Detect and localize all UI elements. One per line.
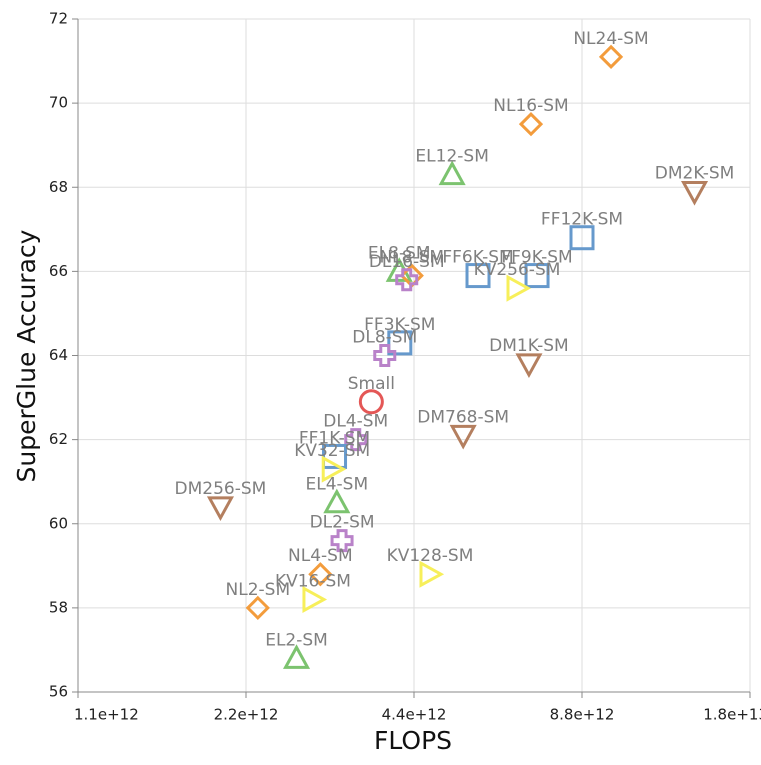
y-tick-label: 72 bbox=[49, 10, 68, 28]
point-label: DL8-SM bbox=[352, 328, 417, 348]
point bbox=[206, 496, 235, 522]
point bbox=[569, 225, 595, 251]
x-tick-label: 1.8e+13 bbox=[703, 706, 761, 724]
point bbox=[438, 160, 466, 186]
point bbox=[680, 180, 709, 206]
point bbox=[465, 263, 491, 289]
point-label: DM2K-SM bbox=[655, 163, 735, 183]
x-tick-label: 2.2e+12 bbox=[214, 706, 279, 724]
point-label: Small bbox=[348, 374, 395, 394]
point bbox=[419, 560, 445, 588]
point bbox=[518, 112, 544, 137]
point-label: FF3K-SM bbox=[364, 315, 435, 335]
point bbox=[387, 330, 413, 356]
y-tick-label: 58 bbox=[49, 598, 68, 616]
point-label: EL2-SM bbox=[265, 630, 328, 650]
point bbox=[321, 455, 347, 483]
point-label: EL12-SM bbox=[415, 147, 488, 167]
y-tick-label: 68 bbox=[49, 178, 68, 196]
point-label: NL8-SM bbox=[379, 248, 444, 268]
point bbox=[323, 488, 351, 514]
point bbox=[506, 274, 532, 302]
point-label: KV32-SM bbox=[294, 441, 370, 461]
point-label: EL4-SM bbox=[306, 475, 369, 495]
point bbox=[598, 44, 624, 69]
x-axis-title: FLOPS bbox=[374, 726, 452, 755]
y-tick-label: 70 bbox=[49, 94, 68, 112]
point bbox=[449, 424, 477, 450]
y-tick-label: 62 bbox=[49, 430, 68, 448]
point bbox=[373, 344, 397, 367]
point-label: DL4-SM bbox=[323, 412, 388, 432]
point-label: DM256-SM bbox=[175, 479, 267, 499]
x-tick-label: 8.8e+12 bbox=[550, 706, 615, 724]
point-label: FF12K-SM bbox=[541, 210, 623, 230]
point bbox=[344, 428, 368, 452]
y-tick-label: 60 bbox=[49, 514, 68, 532]
point bbox=[395, 268, 419, 292]
point bbox=[524, 263, 550, 289]
point bbox=[330, 529, 354, 553]
point-label: NL24-SM bbox=[573, 29, 648, 49]
y-tick-label: 64 bbox=[49, 346, 68, 364]
point-label: KV16-SM bbox=[275, 571, 351, 591]
point bbox=[308, 562, 333, 587]
point-label: NL16-SM bbox=[493, 96, 568, 116]
point bbox=[245, 595, 270, 620]
point bbox=[515, 353, 543, 379]
point-label: KV256-SM bbox=[474, 260, 561, 280]
point-label: NL4-SM bbox=[288, 546, 353, 566]
x-tick-label: 4.4e+12 bbox=[382, 706, 447, 724]
point-label: KV128-SM bbox=[387, 546, 474, 566]
point-label: DM768-SM bbox=[417, 407, 509, 427]
point-label: EL8-SM bbox=[368, 243, 431, 263]
point-label: FF6K-SM bbox=[442, 248, 513, 268]
point-label: DL16-SM bbox=[369, 252, 445, 272]
point bbox=[302, 585, 328, 613]
point-label: NL2-SM bbox=[226, 580, 291, 600]
y-tick-label: 66 bbox=[49, 262, 68, 280]
y-tick-label: 56 bbox=[49, 683, 68, 701]
x-tick-label: 1.1e+12 bbox=[74, 706, 139, 724]
point bbox=[322, 443, 348, 469]
point-label: DL2-SM bbox=[310, 513, 375, 533]
point-label: FF9K-SM bbox=[501, 248, 572, 268]
point bbox=[358, 389, 384, 415]
point-label: FF1K-SM bbox=[299, 428, 370, 448]
point-label: DM1K-SM bbox=[489, 336, 569, 356]
y-axis-title: SuperGlue Accuracy bbox=[12, 229, 41, 482]
point bbox=[282, 644, 311, 669]
